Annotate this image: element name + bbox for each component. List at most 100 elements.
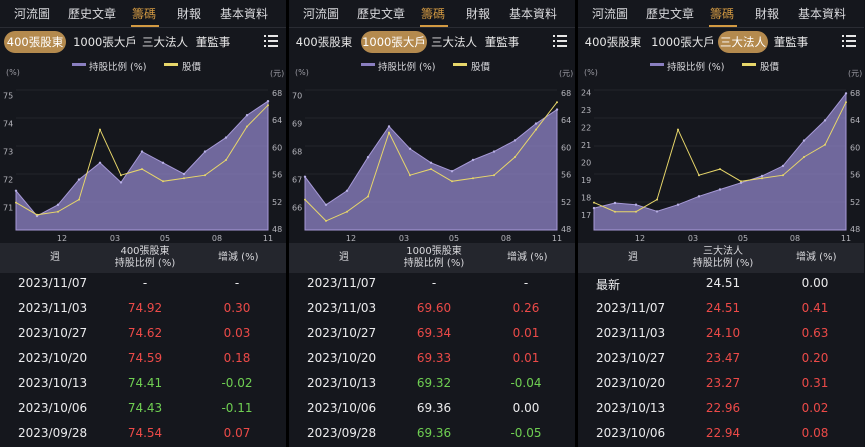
nav-active-underline: [131, 25, 159, 27]
price-point: [57, 210, 59, 213]
table-row[interactable]: 2023/10/13 22.96 0.02: [578, 397, 864, 422]
holding-point: [823, 119, 827, 122]
nav-tab-5[interactable]: 基本資料: [220, 7, 269, 21]
table-row[interactable]: 2023/11/07 24.51 0.41: [578, 297, 864, 322]
table-row[interactable]: 2023/10/06 22.94 0.08: [578, 422, 864, 447]
table-row[interactable]: 2023/10/06 74.43 -0.11: [0, 397, 286, 422]
row-week: 2023/10/13: [596, 401, 666, 415]
holder-tab-1[interactable]: 400張股東: [4, 31, 66, 53]
x-tick: 03: [688, 234, 698, 242]
row-change: 0.30: [223, 301, 251, 315]
table-row[interactable]: 2023/10/27 69.34 0.01: [289, 322, 575, 347]
y-right-tick: 60: [561, 143, 571, 152]
holder-tab-4[interactable]: 董監事: [195, 35, 231, 49]
row-change: -0.04: [510, 376, 542, 390]
holder-tab-1[interactable]: 400張股東: [584, 35, 642, 49]
row-change: 0.41: [801, 301, 829, 315]
holder-tab-3[interactable]: 三大法人: [142, 35, 188, 49]
table-row[interactable]: 2023/10/27 74.62 0.03: [0, 322, 286, 347]
holding-point: [324, 203, 328, 206]
row-week: 2023/09/28: [307, 426, 377, 440]
holding-point: [555, 108, 559, 111]
price-point: [267, 104, 269, 107]
row-change: -0.05: [510, 426, 542, 440]
table-row[interactable]: 2023/10/27 23.47 0.20: [578, 347, 864, 372]
table-row[interactable]: 2023/11/03 69.60 0.26: [289, 297, 575, 322]
x-tick: 12: [57, 234, 67, 242]
y-right-tick: 48: [561, 225, 571, 234]
table-row[interactable]: 2023/09/28 74.54 0.07: [0, 422, 286, 447]
legend-holding-swatch: [361, 63, 375, 66]
holding-point: [760, 174, 764, 178]
row-holding-value: 74.43: [127, 401, 163, 415]
legend-holding-swatch: [72, 63, 86, 66]
nav-tab-2[interactable]: 歷史文章: [357, 7, 406, 21]
holding-point: [203, 150, 207, 153]
table-row[interactable]: 2023/10/13 74.41 -0.02: [0, 372, 286, 397]
nav-tab-4[interactable]: 財報: [466, 7, 491, 21]
nav-tab-3[interactable]: 籌碼: [421, 7, 446, 21]
row-week: 2023/11/07: [307, 276, 377, 290]
table-row[interactable]: 2023/10/06 69.36 0.00: [289, 397, 575, 422]
chip-panel-3: 河流圖 歷史文章 籌碼 財報 基本資料 400張股東 1000張大戶 三大法人 董監事 持股比例 …: [578, 0, 864, 447]
row-holding-value: 23.27: [705, 376, 741, 390]
list-menu-icon[interactable]: [842, 35, 856, 47]
chip-panel-2: 河流圖 歷史文章 籌碼 財報 基本資料 400張股東 1000張大戶 三大法人 董監事 持股比例 …: [289, 0, 575, 447]
holder-tab-2[interactable]: 1000張大戶: [73, 35, 137, 49]
table-row[interactable]: 2023/10/20 74.59 0.18: [0, 347, 286, 372]
holder-tab-2[interactable]: 1000張大戶: [361, 31, 427, 53]
list-menu-icon[interactable]: [264, 35, 278, 47]
legend-price-swatch: [742, 63, 756, 66]
table-header: 週 1000張股東 持股比例 (%) 增減 (%): [289, 243, 575, 273]
y-right-tick: 56: [561, 171, 571, 180]
holding-point: [534, 122, 538, 125]
nav-tab-2[interactable]: 歷史文章: [68, 7, 117, 21]
holder-tab-3[interactable]: 三大法人: [718, 31, 768, 53]
nav-tab-1[interactable]: 河流圖: [303, 7, 340, 21]
table-row[interactable]: 2023/11/07 - -: [289, 272, 575, 297]
nav-tab-5[interactable]: 基本資料: [509, 7, 558, 21]
table-row[interactable]: 2023/10/20 69.33 0.01: [289, 347, 575, 372]
price-point: [556, 101, 558, 104]
panel-divider: [286, 0, 289, 447]
y-left-tick: 66: [292, 203, 302, 212]
list-menu-icon[interactable]: [553, 35, 567, 47]
row-holding-value: 74.54: [127, 426, 163, 440]
row-change: 0.08: [801, 426, 829, 440]
nav-tab-2[interactable]: 歷史文章: [646, 7, 695, 21]
table-row[interactable]: 2023/10/13 69.32 -0.04: [289, 372, 575, 397]
table-row[interactable]: 最新 24.51 0.00: [578, 272, 864, 297]
nav-tab-4[interactable]: 財報: [755, 7, 780, 21]
y-left-tick: 69: [292, 119, 302, 128]
table-row[interactable]: 2023/11/03 74.92 0.30: [0, 297, 286, 322]
holder-tab-4[interactable]: 董監事: [484, 35, 520, 49]
holder-tab-2[interactable]: 1000張大戶: [651, 35, 715, 49]
price-point: [346, 210, 348, 213]
holder-tab-1[interactable]: 400張股東: [295, 35, 353, 49]
holding-point: [77, 178, 81, 181]
holding-point: [224, 136, 228, 139]
price-point: [36, 213, 38, 216]
nav-tab-1[interactable]: 河流圖: [592, 7, 629, 21]
table-row[interactable]: 2023/09/28 69.36 -0.05: [289, 422, 575, 447]
table-row[interactable]: 2023/11/07 - -: [0, 272, 286, 297]
holding-point: [366, 156, 370, 159]
y-left-tick: 19: [581, 176, 591, 185]
nav-tab-5[interactable]: 基本資料: [798, 7, 847, 21]
nav-tab-1[interactable]: 河流圖: [14, 7, 51, 21]
holder-tab-4[interactable]: 董監事: [773, 35, 809, 49]
y-left-tick: 73: [3, 147, 13, 156]
holder-tab-3[interactable]: 三大法人: [431, 35, 477, 49]
table-row[interactable]: 2023/11/03 24.10 0.63: [578, 322, 864, 347]
nav-tab-3[interactable]: 籌碼: [710, 7, 735, 21]
holding-point: [14, 189, 18, 192]
y-right-tick: 48: [272, 225, 282, 234]
holding-point: [802, 139, 806, 142]
row-week: 2023/10/06: [18, 401, 88, 415]
price-point: [451, 180, 453, 183]
table-row[interactable]: 2023/10/20 23.27 0.31: [578, 372, 864, 397]
price-point: [493, 174, 495, 177]
x-tick: 08: [501, 234, 511, 242]
nav-tab-4[interactable]: 財報: [177, 7, 202, 21]
nav-tab-3[interactable]: 籌碼: [132, 7, 157, 21]
